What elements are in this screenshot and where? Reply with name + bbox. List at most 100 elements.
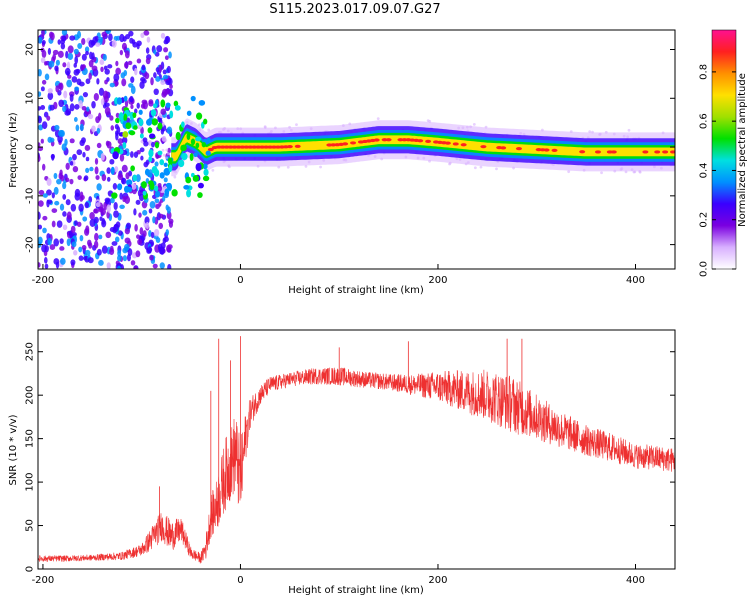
spectrogram-core-blob xyxy=(610,150,617,154)
spectrogram-noise-blob xyxy=(166,244,171,253)
spectrogram-turbulence-blob xyxy=(202,175,210,182)
spectrogram-noise-blob xyxy=(108,33,113,42)
spectrogram-turbulence-blob xyxy=(190,95,196,102)
spectrogram-noise-blob xyxy=(101,217,106,225)
spectrogram-noise-blob xyxy=(113,73,120,82)
spectrogram-noise-blob xyxy=(42,163,46,171)
spectrogram-noise-blob xyxy=(122,255,128,262)
spectrogram-noise-blob xyxy=(82,216,88,222)
spectrogram-noise-blob xyxy=(51,192,55,199)
spectrogram-noise-blob xyxy=(101,245,108,254)
spectrogram-noise-blob xyxy=(58,82,63,90)
spectrogram-x-tick-label: 400 xyxy=(626,275,645,286)
spectrogram-turbulence-blob xyxy=(163,167,171,176)
spectrogram-turbulence-blob xyxy=(190,138,196,146)
spectrogram-noise-blob xyxy=(54,65,59,72)
spectrogram-noise-blob xyxy=(66,79,73,88)
spectrogram-noise-blob xyxy=(95,42,101,47)
spectrogram-noise-blob xyxy=(164,55,169,61)
spectrogram-core-blob xyxy=(515,147,522,151)
spectrogram-turbulence-blob xyxy=(111,192,118,199)
spectrogram-noise-blob xyxy=(87,113,94,120)
spectrogram-noise-blob xyxy=(69,35,76,41)
spectrogram-noise-blob xyxy=(127,60,133,66)
spectrogram-faint-blob xyxy=(165,156,168,160)
spectrogram-noise-blob xyxy=(62,193,67,200)
spectrogram-noise-blob xyxy=(105,231,112,239)
spectrogram-noise-blob xyxy=(70,225,76,234)
spectrogram-noise-blob xyxy=(117,265,121,269)
spectrogram-noise-blob xyxy=(46,115,51,121)
spectrogram-turbulence-blob xyxy=(126,179,133,186)
spectrogram-faint-blob xyxy=(173,175,177,179)
spectrogram-turbulence-blob xyxy=(178,159,185,168)
spectrogram-noise-blob xyxy=(113,210,119,218)
spectrogram-noise-blob xyxy=(119,153,125,162)
spectrogram-noise-blob xyxy=(97,112,102,121)
spectrogram-turbulence-blob xyxy=(123,113,128,122)
spectrogram-noise-blob xyxy=(154,198,160,203)
spectrogram-noise-blob xyxy=(67,52,74,61)
spectrogram-noise-blob xyxy=(117,173,124,181)
spectrogram-turbulence-blob xyxy=(197,182,204,189)
spectrogram-faint-blob xyxy=(286,165,290,169)
spectrogram-core-blob xyxy=(342,142,349,146)
spectrogram-y-axis-label: Frequency (Hz) xyxy=(8,112,19,188)
spectrogram-noise-blob xyxy=(42,193,48,198)
spectrogram-noise-blob xyxy=(163,47,169,53)
spectrogram-noise-blob xyxy=(49,137,55,143)
spectrogram-noise-blob xyxy=(84,144,91,152)
spectrogram-turbulence-blob xyxy=(202,163,208,170)
spectrogram-noise-blob xyxy=(134,108,138,114)
spectrogram-noise-blob xyxy=(60,257,66,265)
spectrogram-turbulence-blob xyxy=(132,174,137,182)
spectrogram-turbulence-blob xyxy=(139,133,144,139)
spectrogram-noise-blob xyxy=(124,61,129,69)
spectrogram-turbulence-blob xyxy=(123,95,128,102)
spectrogram-turbulence-blob xyxy=(157,150,163,156)
spectrogram-turbulence-blob xyxy=(133,125,138,130)
spectrogram-noise-blob xyxy=(51,208,58,213)
spectrogram-noise-blob xyxy=(47,47,52,55)
spectrogram-noise-blob xyxy=(104,197,111,203)
spectrogram-noise-blob xyxy=(87,257,94,264)
spectrogram-noise-blob xyxy=(89,166,94,172)
spectrogram-faint-blob xyxy=(295,123,298,126)
spectrogram-noise-blob xyxy=(63,90,68,99)
spectrogram-x-tick-label: -200 xyxy=(32,275,55,286)
spectrogram-noise-blob xyxy=(152,216,156,224)
spectrogram-noise-blob xyxy=(143,140,149,147)
spectrogram-noise-blob xyxy=(117,249,122,257)
spectrogram-noise-blob xyxy=(109,115,114,121)
spectrogram-noise-blob xyxy=(100,98,105,106)
spectrogram-core-blob xyxy=(294,144,301,148)
spectrogram-noise-blob xyxy=(79,196,84,202)
spectrogram-turbulence-blob xyxy=(132,112,137,119)
spectrogram-core-blob xyxy=(579,150,586,154)
spectrogram-turbulence-blob xyxy=(159,172,165,179)
spectrogram-noise-blob xyxy=(91,125,96,133)
spectrogram-noise-blob xyxy=(158,222,164,230)
spectrogram-turbulence-blob xyxy=(189,153,194,161)
spectrogram-noise-blob xyxy=(119,192,123,200)
spectrogram-noise-blob xyxy=(136,58,142,64)
spectrogram-faint-blob xyxy=(627,128,631,132)
spectrogram-noise-blob xyxy=(59,246,65,251)
spectrogram-noise-blob xyxy=(124,195,131,204)
colorbar: 0.0 0.2 0.4 0.6 0.8 Normalized spectral ampl… xyxy=(699,29,748,277)
spectrogram-noise-blob xyxy=(41,30,45,37)
spectrogram-y-tick-label: 0 xyxy=(25,144,36,150)
spectrogram-noise-blob xyxy=(102,54,107,61)
spectrogram-turbulence-blob xyxy=(153,185,159,192)
spectrogram-noise-blob xyxy=(142,230,147,237)
spectrogram-noise-blob xyxy=(56,220,63,228)
spectrogram-noise-blob xyxy=(138,193,145,202)
spectrogram-core-blob xyxy=(350,141,357,145)
spectrogram-turbulence-blob xyxy=(201,141,207,148)
spectrogram-noise-blob xyxy=(77,175,82,180)
spectrogram-core-blob xyxy=(480,145,487,149)
spectrogram-turbulence-blob xyxy=(203,118,208,125)
spectrogram-noise-blob xyxy=(159,262,165,269)
spectrogram-faint-blob xyxy=(600,171,603,175)
spectrogram-noise-blob xyxy=(73,116,78,122)
